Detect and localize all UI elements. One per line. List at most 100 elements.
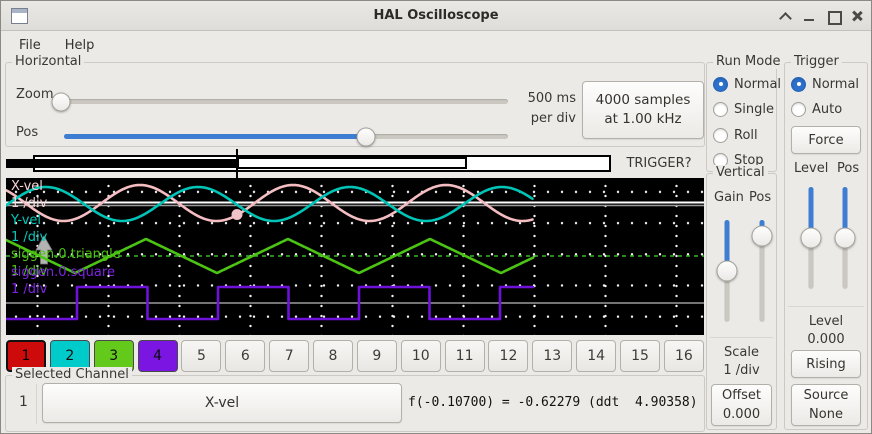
minimize-icon[interactable] (801, 8, 817, 24)
scope-label-scale-0: 1 /div (11, 196, 48, 211)
pos-slider-fill (64, 134, 366, 139)
force-button[interactable]: Force (791, 126, 861, 154)
source-value: None (809, 407, 843, 422)
vertical-gain-slider[interactable] (716, 220, 738, 322)
offset-button[interactable]: Offset 0.000 (711, 384, 772, 426)
time-per-div: 500 ms per div (512, 89, 576, 129)
run-mode-option-normal[interactable]: Normal (713, 76, 781, 92)
channel-name-button[interactable]: X-vel (42, 383, 402, 423)
run-mode-radio-roll[interactable] (713, 127, 728, 143)
selected-channel-group: Selected Channel 1 X-vel f(-0.10700) = -… (5, 367, 705, 432)
maximize-icon[interactable] (825, 8, 842, 25)
scope-label-siggen.0.triangle: siggen.0.triangle (11, 247, 121, 262)
selected-channel-legend: Selected Channel (12, 367, 132, 382)
trigger-pos-handle[interactable] (834, 227, 856, 249)
vpos-slider-track[interactable] (759, 220, 765, 322)
run-mode-option-roll[interactable]: Roll (713, 127, 781, 143)
probe-marker-dot[interactable] (231, 209, 243, 220)
channel-button-12[interactable]: 12 (488, 340, 529, 372)
trigger-level-slider[interactable] (800, 187, 822, 289)
channel-button-3[interactable]: 3 (93, 340, 134, 372)
trigger-level-value: 0.000 (807, 332, 845, 347)
samples-button[interactable]: 4000 samples at 1.00 kHz (582, 81, 704, 139)
channel-button-6[interactable]: 6 (225, 340, 266, 372)
vertical-group: Vertical Gain Pos Scale 1 /div Offset 0.… (706, 165, 777, 430)
selected-channel-number: 1 (19, 394, 28, 410)
window-icon (11, 8, 28, 24)
record-bar-filled (6, 159, 237, 168)
run-mode-radio-label: Stop (734, 153, 764, 168)
run-mode-radio-label: Normal (734, 76, 782, 92)
scope-label-x-vel: X-vel (11, 179, 43, 194)
source-button[interactable]: Source None (791, 384, 861, 426)
edge-button[interactable]: Rising (791, 350, 861, 378)
scope-display[interactable]: X-vel 1 /div Y-vel 1 /div siggen.0.triangle 1… (6, 178, 704, 335)
pos-slider-handle[interactable] (356, 127, 376, 146)
vertical-pos-slider[interactable] (751, 220, 773, 322)
gain-label: Gain (714, 190, 744, 205)
samples-count: 4000 samples (595, 92, 691, 108)
vpos-slider-handle[interactable] (751, 225, 773, 247)
zoom-slider-handle[interactable] (51, 92, 71, 111)
vertical-legend: Vertical (713, 165, 768, 180)
separator (788, 306, 864, 307)
run-mode-option-stop[interactable]: Stop (713, 153, 781, 169)
channel-button-15[interactable]: 15 (620, 340, 661, 372)
window-controls (777, 1, 865, 31)
run-mode-radio-single[interactable] (713, 102, 728, 117)
run-mode-option-single[interactable]: Single (713, 102, 781, 118)
horizontal-pos-slider[interactable] (64, 126, 508, 146)
run-mode-radio-normal[interactable] (713, 76, 728, 92)
zoom-label: Zoom (16, 87, 54, 102)
channel-button-5[interactable]: 5 (181, 340, 222, 372)
trigger-radio-label: Normal (812, 76, 860, 92)
channel-button-8[interactable]: 8 (313, 340, 354, 372)
close-icon[interactable] (849, 8, 865, 24)
run-mode-group: Run Mode Normal Single Roll Stop (706, 54, 784, 172)
channel-button-10[interactable]: 10 (400, 340, 441, 372)
menubar: File Help (1, 32, 871, 59)
trigger-option-normal[interactable]: Normal (791, 76, 859, 92)
trigger-level-fill (808, 187, 814, 238)
window-title: HAL Oscilloscope (373, 8, 499, 23)
trigger-pos-slider[interactable] (834, 187, 856, 289)
offset-value: 0.000 (722, 407, 761, 422)
shade-icon[interactable] (777, 8, 793, 24)
channel-button-4[interactable]: 4 (137, 340, 178, 372)
zoom-slider-track[interactable] (52, 99, 508, 104)
horizontal-legend: Horizontal (12, 54, 85, 69)
trigger-level-readout: Level 0.000 (785, 313, 867, 349)
trigger-option-auto[interactable]: Auto (791, 102, 859, 118)
trace-x-vel (6, 183, 534, 223)
scope-label-y-vel: Y-vel (11, 213, 42, 228)
menu-item-help[interactable]: Help (64, 38, 95, 53)
channel-button-7[interactable]: 7 (269, 340, 310, 372)
run-mode-radio-label: Roll (734, 127, 758, 143)
channel-button-13[interactable]: 13 (532, 340, 573, 372)
time-per-div-value: 500 ms (527, 91, 576, 106)
channel-button-11[interactable]: 11 (444, 340, 485, 372)
gain-slider-handle[interactable] (716, 260, 738, 282)
time-per-div-unit: per div (530, 111, 576, 126)
trigger-options: Normal Auto (791, 76, 859, 118)
trigger-level-col-label: Level (794, 161, 829, 176)
run-mode-options: Normal Single Roll Stop (713, 76, 781, 169)
channel-button-9[interactable]: 9 (356, 340, 397, 372)
run-mode-radio-label: Single (734, 102, 774, 117)
trace-y-vel (6, 185, 534, 223)
channel-button-16[interactable]: 16 (663, 340, 704, 372)
offset-label: Offset (721, 388, 762, 403)
source-label: Source (803, 388, 849, 403)
channel-button-14[interactable]: 14 (576, 340, 617, 372)
menu-item-file[interactable]: File (19, 38, 41, 53)
trigger-radio-normal[interactable] (791, 76, 806, 92)
horizontal-group: Horizontal Zoom Pos 500 ms per div 4000 … (5, 54, 705, 147)
horizontal-zoom-slider[interactable] (51, 91, 508, 111)
trigger-level-handle[interactable] (800, 227, 822, 249)
trigger-radio-auto[interactable] (791, 102, 806, 117)
run-mode-legend: Run Mode (713, 54, 784, 69)
trigger-legend: Trigger (791, 54, 842, 69)
scale-label: Scale (724, 345, 759, 360)
trigger-group: Trigger Normal Auto Force Level Pos Level… (784, 54, 868, 430)
